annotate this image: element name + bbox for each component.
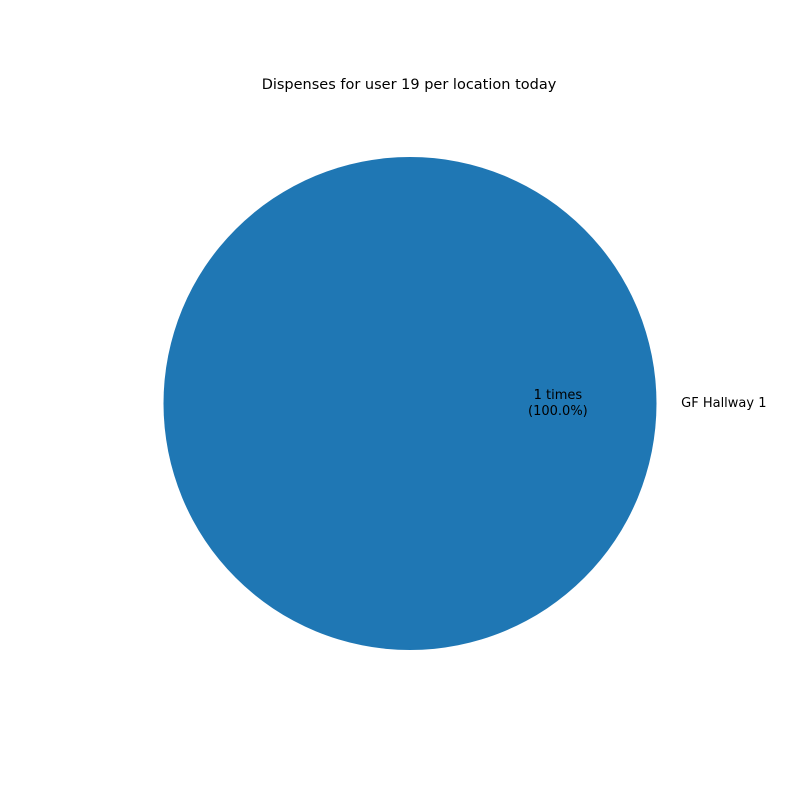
slice-value-label: 1 times	[534, 388, 583, 403]
slices-layer	[163, 157, 657, 650]
labels-layer: GF Hallway 1 1 times(100.0%)	[528, 388, 766, 419]
chart-title: Dispenses for user 19 per location today	[262, 77, 557, 93]
pie-slice	[163, 157, 657, 650]
slice-label: GF Hallway 1	[681, 396, 766, 411]
slice-percent-label: (100.0%)	[528, 404, 588, 419]
